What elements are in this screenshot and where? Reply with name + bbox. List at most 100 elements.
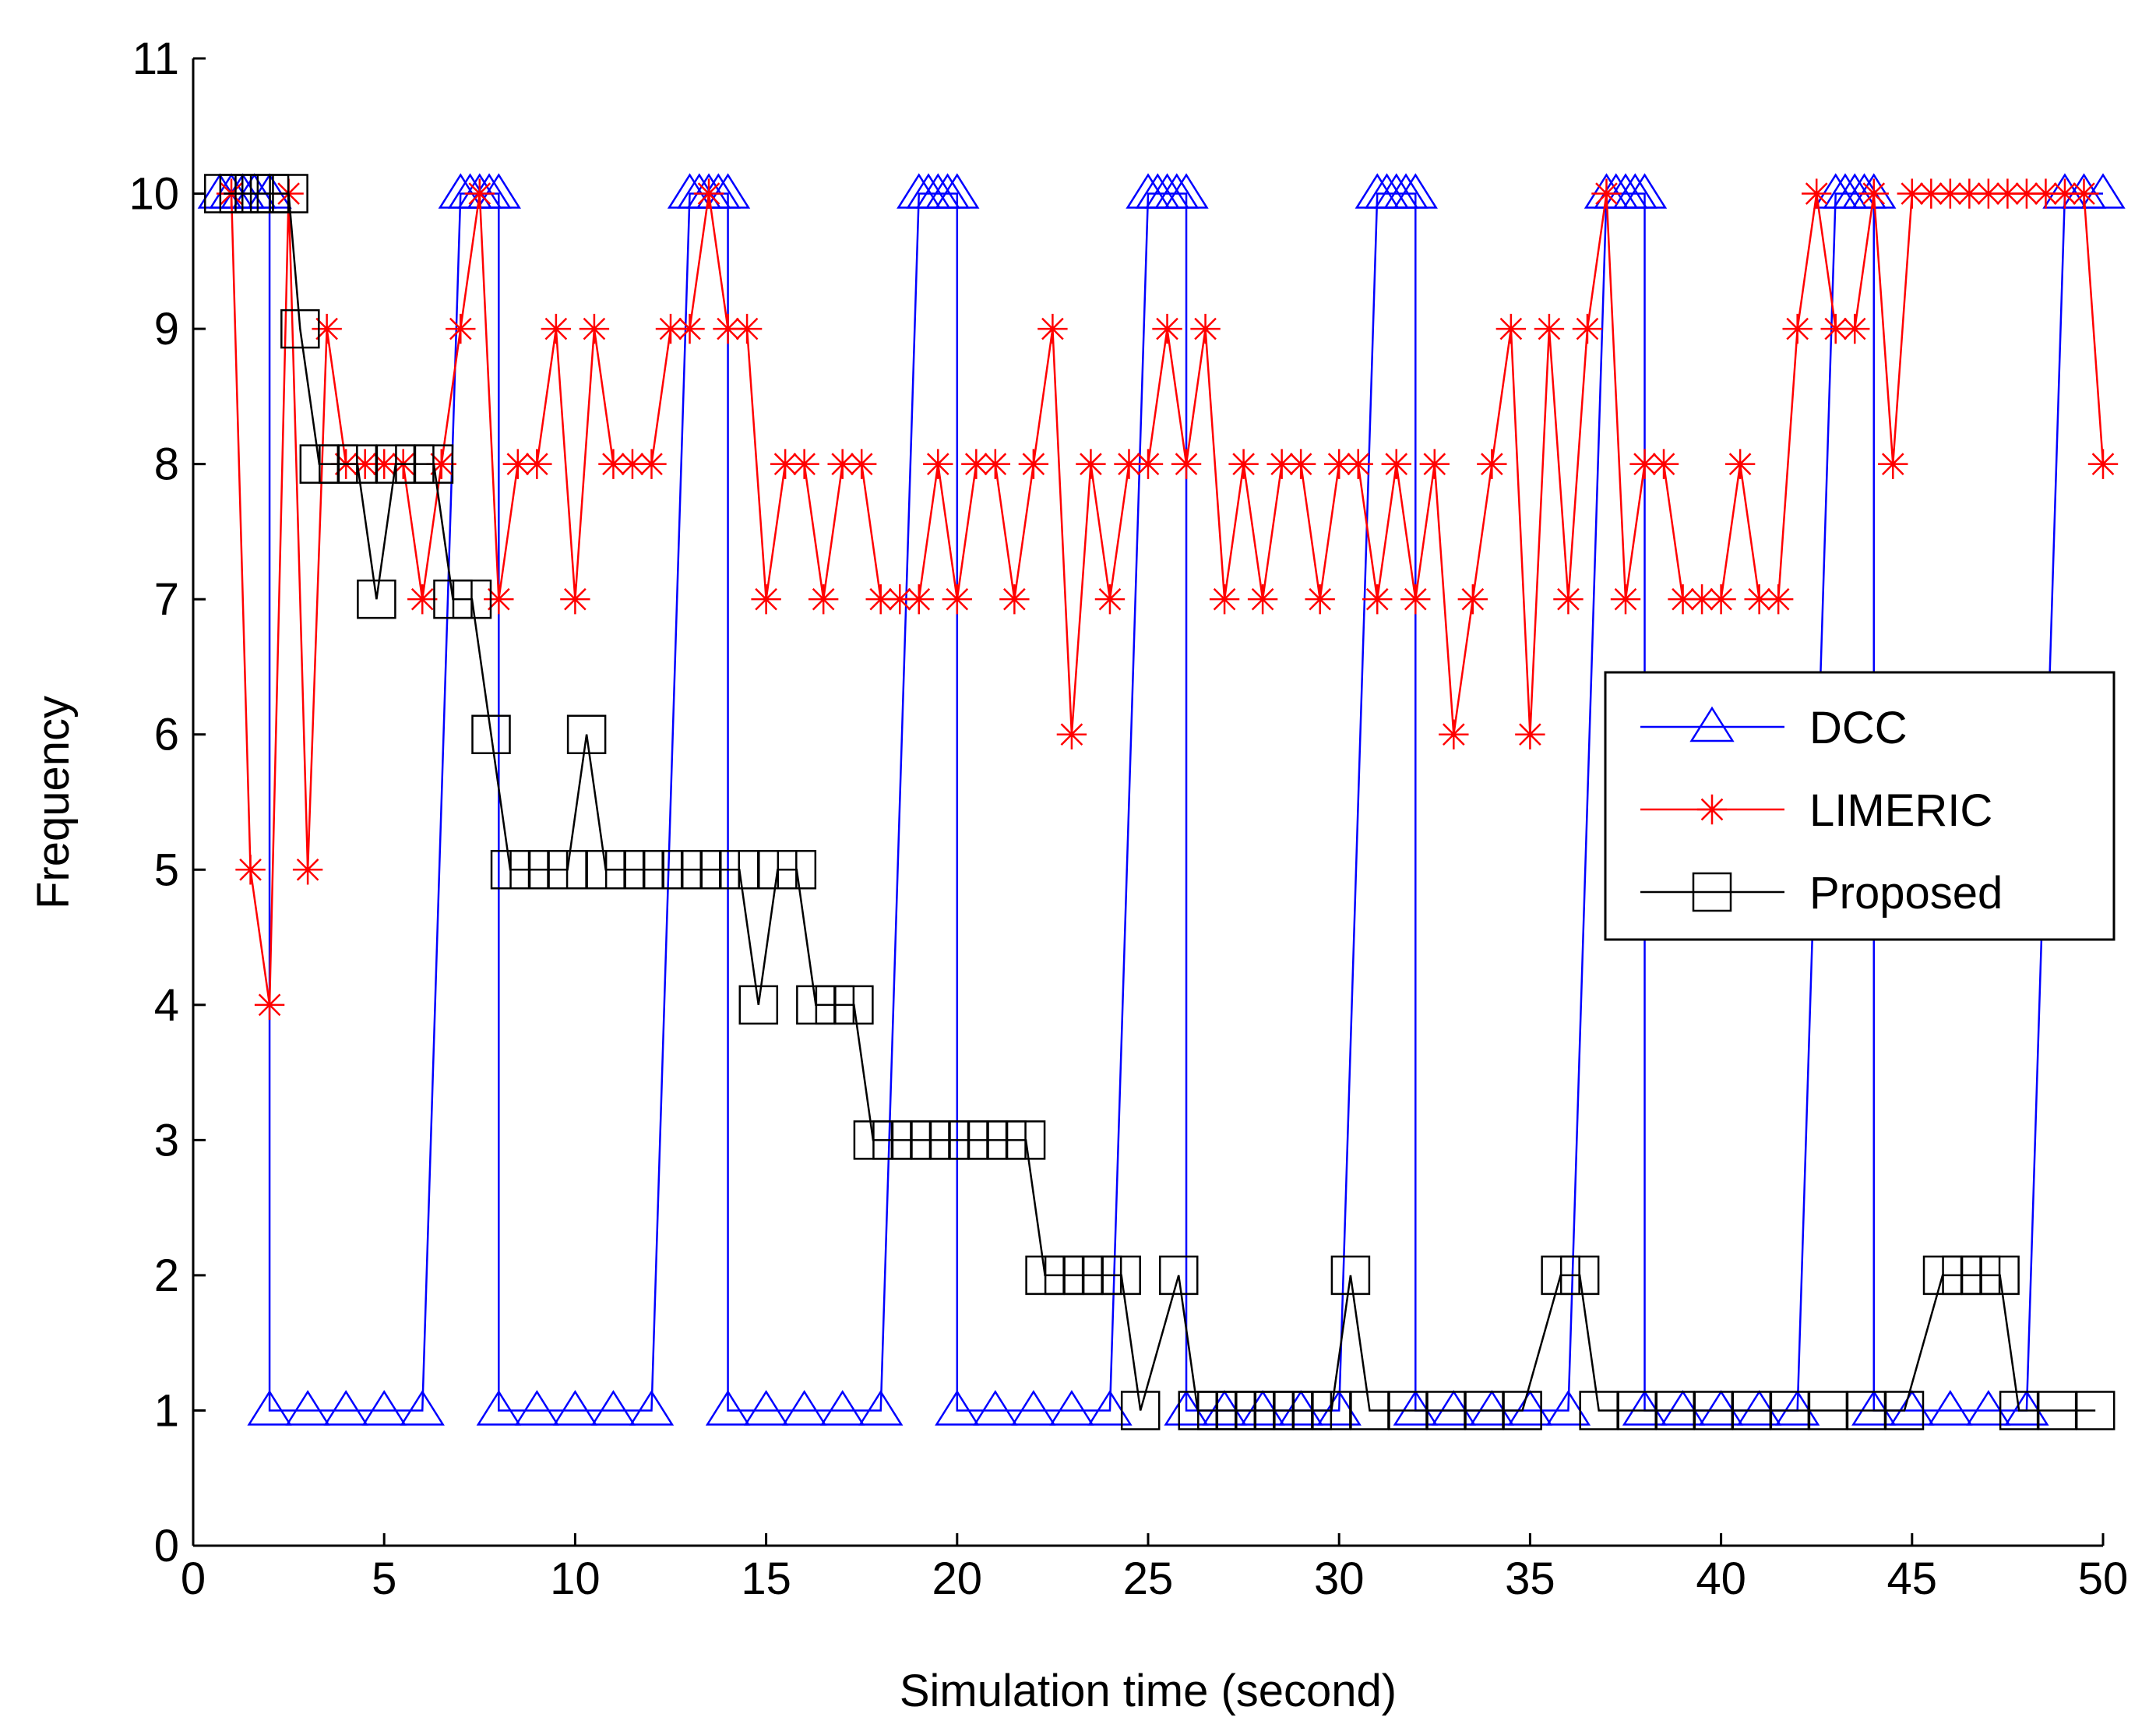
x-tick-label: 50 (2078, 1553, 2129, 1604)
marker (1190, 313, 1221, 344)
marker (476, 1390, 521, 1426)
marker (1660, 1390, 1706, 1426)
marker (1782, 313, 1813, 344)
legend-label: Proposed (1809, 868, 2003, 919)
marker (1469, 1390, 1515, 1426)
marker (1018, 449, 1049, 479)
legend-box (1604, 671, 2115, 941)
marker (280, 309, 320, 349)
marker (731, 313, 763, 344)
marker (369, 449, 400, 479)
marker (1324, 449, 1355, 479)
legend-marker (1696, 794, 1728, 825)
y-tick-label: 0 (154, 1521, 179, 1571)
marker (1572, 313, 1603, 344)
marker (1629, 449, 1660, 479)
legend-marker (1692, 872, 1732, 912)
marker (827, 449, 858, 479)
marker (1381, 449, 1411, 479)
marker (1158, 1255, 1199, 1296)
marker (560, 584, 590, 615)
x-tick-label: 15 (741, 1553, 791, 1604)
marker (885, 584, 915, 615)
marker (636, 449, 667, 479)
x-tick-label: 20 (932, 1553, 983, 1604)
marker (1278, 1390, 1323, 1426)
marker (1980, 1255, 2020, 1296)
marker (1114, 449, 1144, 479)
marker (2049, 178, 2080, 209)
marker (705, 1390, 751, 1426)
marker (1101, 1255, 1141, 1296)
marker (1240, 1390, 1285, 1426)
marker (2080, 173, 2126, 209)
marker (235, 855, 266, 885)
y-tick-label: 4 (154, 980, 179, 1031)
marker (590, 1390, 636, 1426)
marker (254, 989, 285, 1021)
marker (1545, 1390, 1591, 1426)
marker (292, 855, 323, 885)
marker (770, 449, 801, 479)
marker (1706, 584, 1736, 615)
marker (1247, 584, 1278, 615)
marker (1763, 584, 1794, 615)
marker (471, 714, 511, 754)
marker (1928, 1390, 1973, 1426)
marker (2031, 178, 2061, 209)
marker (1094, 584, 1126, 615)
marker (464, 178, 495, 209)
marker (1056, 719, 1087, 749)
marker (1393, 173, 1438, 209)
marker (1507, 1390, 1553, 1426)
y-axis-label: Frequency (28, 696, 79, 909)
y-tick-label: 8 (154, 439, 179, 490)
legend-label: DCC (1809, 703, 1908, 753)
marker (1285, 449, 1316, 479)
marker (777, 850, 817, 890)
marker (541, 313, 572, 344)
marker (1610, 584, 1641, 615)
marker (1439, 719, 1469, 749)
marker (1164, 173, 1209, 209)
marker (1228, 449, 1259, 479)
marker (1400, 584, 1431, 615)
marker (705, 173, 751, 209)
marker (1431, 1390, 1476, 1426)
marker (1973, 178, 2004, 209)
x-tick-label: 40 (1696, 1553, 1746, 1604)
marker (820, 1390, 865, 1426)
marker (1209, 584, 1240, 615)
marker (476, 173, 521, 209)
marker (942, 584, 972, 615)
marker (357, 579, 396, 619)
marker (935, 1390, 980, 1426)
marker (675, 313, 705, 344)
marker (1011, 1390, 1056, 1426)
y-tick-label: 7 (154, 574, 179, 625)
marker (1534, 313, 1565, 344)
marker (426, 449, 456, 479)
marker (312, 313, 342, 344)
marker (1966, 1390, 2011, 1426)
marker (1884, 1391, 1925, 1430)
marker (579, 313, 610, 344)
x-tick-label: 0 (181, 1553, 206, 1604)
marker (502, 449, 534, 479)
marker (1916, 178, 1946, 209)
marker (2069, 178, 2099, 209)
marker (1362, 584, 1393, 615)
marker (522, 449, 552, 479)
marker (1992, 178, 2023, 209)
marker (323, 1390, 368, 1426)
marker (350, 449, 380, 479)
marker (1006, 1120, 1046, 1160)
marker (1477, 449, 1507, 479)
y-tick-label: 6 (154, 710, 179, 760)
marker (2087, 449, 2119, 479)
marker (1858, 178, 1889, 209)
marker (247, 1390, 292, 1426)
marker (1419, 449, 1450, 479)
marker (1037, 313, 1068, 344)
